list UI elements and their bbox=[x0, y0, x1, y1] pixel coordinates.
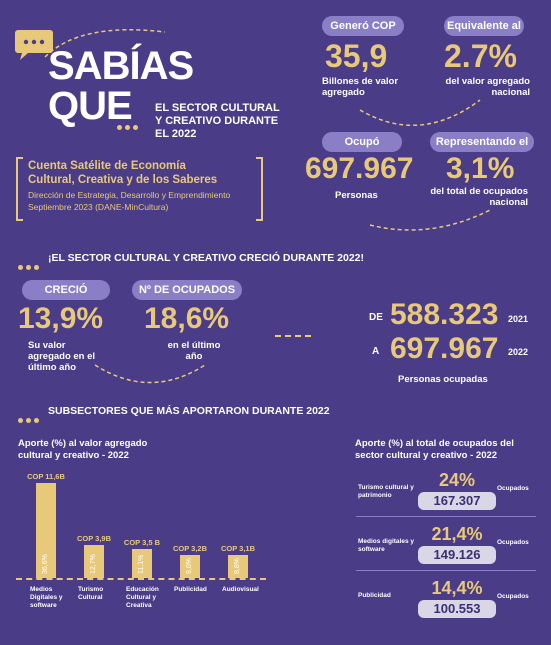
bar bbox=[36, 483, 56, 578]
header-subtitle-2: Y CREATIVO DURANTE bbox=[155, 115, 279, 127]
growth-persons: Personas ocupadas bbox=[398, 374, 488, 385]
pill-genero: Generó COP bbox=[322, 16, 404, 36]
occupation-row-unit: Ocupados bbox=[497, 539, 529, 546]
ocupo-caption: Personas bbox=[335, 190, 378, 201]
chart-baseline bbox=[16, 578, 266, 580]
growth-dashed-divider bbox=[275, 335, 311, 337]
growth-dots bbox=[18, 257, 42, 275]
growth-title: ¡EL SECTOR CULTURAL Y CREATIVO CRECIÓ DU… bbox=[48, 252, 365, 264]
ocup-value: 18,6% bbox=[144, 302, 230, 335]
subsectors-title: SUBSECTORES QUE MÁS APORTARON DURANTE 20… bbox=[48, 405, 330, 417]
occupation-row-label: Publicidad bbox=[358, 592, 391, 599]
bar bbox=[180, 554, 200, 578]
bar bbox=[84, 545, 104, 578]
crecio-value: 13,9% bbox=[18, 302, 104, 335]
genero-value: 35,9 bbox=[325, 38, 388, 74]
bar-value-label: 12,7% bbox=[90, 554, 97, 574]
left-chart-title: Aporte (%) al valor agregado cultural y … bbox=[18, 438, 148, 461]
pill-crecio: CRECIÓ bbox=[22, 280, 110, 300]
genero-caption: Billones de valor agregado bbox=[322, 76, 399, 98]
pill-equivalente: Equivalente al bbox=[444, 16, 524, 36]
occupation-row-pct: 24% bbox=[438, 470, 476, 490]
pill-ocupo: Ocupó bbox=[322, 132, 402, 152]
bar bbox=[228, 555, 248, 578]
bar-category-label: Publicidad bbox=[174, 586, 207, 593]
bar-cop-label: COP 11,6B bbox=[27, 472, 65, 482]
source-line-4: Septiembre 2023 (DANE-MinCultura) bbox=[28, 202, 169, 212]
occupation-row-count: 167.307 bbox=[418, 492, 496, 510]
header-subtitle-3: EL 2022 bbox=[155, 128, 197, 140]
crecio-caption: Su valor agregado en el último año bbox=[28, 340, 96, 373]
bar-category-label: Educación Cultural y Creativa bbox=[126, 586, 159, 609]
right-chart-title: Aporte (%) al total de ocupados del sect… bbox=[355, 438, 514, 461]
header-subtitle-1: EL SECTOR CULTURAL bbox=[155, 102, 280, 114]
bar-value-label: 9,0% bbox=[186, 558, 193, 574]
subsectors-dots bbox=[18, 410, 42, 428]
source-bracket-left bbox=[16, 157, 23, 221]
bar-cop-label: COP 3,5 B bbox=[123, 538, 161, 548]
occupation-row-unit: Ocupados bbox=[497, 485, 529, 492]
source-title-2: Cultural, Creativa y de los Saberes bbox=[28, 174, 218, 186]
occupation-row-count: 100.553 bbox=[418, 600, 496, 618]
bar-category-label: Turismo Cultural bbox=[78, 586, 104, 601]
growth-to-value: 697.967 bbox=[390, 332, 499, 365]
equiv-value: 2.7% bbox=[444, 38, 517, 74]
occupation-row-label: Turismo cultural y patrimonio bbox=[358, 484, 414, 499]
header-dots bbox=[117, 117, 141, 135]
bar bbox=[132, 549, 152, 578]
bar-category-label: Audiovisual bbox=[222, 586, 259, 593]
occupation-row-divider bbox=[356, 570, 536, 571]
pill-representando: Representando el bbox=[430, 132, 534, 152]
source-line-3: Dirección de Estrategia, Desarrollo y Em… bbox=[28, 190, 231, 200]
occupation-row-pct: 21,4% bbox=[431, 524, 483, 544]
occupation-row-pct: 14,4% bbox=[431, 578, 483, 598]
occupation-row-label: Medios digitales y software bbox=[358, 538, 414, 553]
ocup-caption: en el último año bbox=[167, 340, 221, 362]
occupation-row-divider bbox=[356, 516, 536, 517]
ocupo-value: 697.967 bbox=[305, 152, 414, 185]
repr-caption: del total de ocupados nacional bbox=[430, 186, 528, 208]
occupation-row-count: 149.126 bbox=[418, 546, 496, 564]
repr-value: 3,1% bbox=[446, 152, 515, 185]
growth-de: DE bbox=[369, 312, 383, 323]
bar-value-label: 11,1% bbox=[138, 554, 145, 574]
growth-a: A bbox=[372, 346, 380, 357]
bar-value-label: 8,8% bbox=[234, 558, 241, 574]
bar-category-label: Medios Digitales y software bbox=[30, 586, 63, 609]
pill-ocupados: Nº DE OCUPADOS bbox=[132, 280, 242, 300]
bar-cop-label: COP 3,9B bbox=[76, 534, 112, 544]
bar-cop-label: COP 3,2B bbox=[172, 543, 208, 553]
header-title-sabias: SABÍAS bbox=[48, 44, 194, 88]
growth-from-value: 588.323 bbox=[390, 298, 499, 331]
source-title-1: Cuenta Satélite de Economía bbox=[28, 160, 186, 172]
bar-cop-label: COP 3,1B bbox=[220, 544, 256, 554]
bar-value-label: 36,6% bbox=[42, 554, 49, 574]
source-bracket-right bbox=[256, 157, 263, 221]
occupation-row-unit: Ocupados bbox=[497, 593, 529, 600]
decorative-dashed-curve bbox=[44, 29, 166, 58]
equiv-caption: del valor agregado nacional bbox=[445, 76, 530, 98]
speech-bubble-icon bbox=[14, 28, 54, 62]
top-dashed-arcs bbox=[359, 99, 491, 231]
growth-to-year: 2022 bbox=[508, 347, 529, 357]
growth-dashed-arc bbox=[94, 364, 206, 384]
header-title-que: QUE bbox=[48, 84, 133, 128]
growth-from-year: 2021 bbox=[508, 314, 529, 324]
